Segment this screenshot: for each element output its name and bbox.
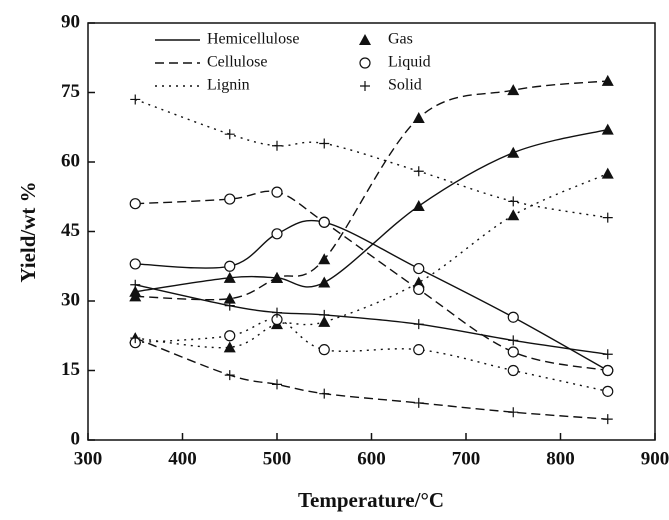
legend-label: Cellulose [207,54,267,71]
y-tick-label: 45 [61,220,80,241]
plus-marker [224,370,235,381]
fit-line [135,284,608,355]
circle-marker [507,311,519,323]
circle-marker [129,198,141,210]
plus-marker [413,319,424,330]
fit-line [135,80,608,301]
triangle-marker [129,290,142,302]
circle-marker [318,344,330,356]
triangle-marker [359,34,371,45]
legend-label: Lignin [207,77,250,94]
plus-marker [130,94,141,105]
triangle-marker [412,200,425,212]
y-tick-label: 30 [61,289,80,310]
fit-line [135,172,609,349]
circle-marker [602,364,614,377]
x-tick-label: 500 [263,448,292,469]
x-tick-label: 300 [74,448,103,469]
plus-marker [130,279,141,290]
triangle-marker [223,341,236,353]
legend-label: Gas [388,31,413,48]
circle-marker [318,216,330,228]
circle-marker [602,385,614,397]
x-tick-label: 400 [168,448,197,469]
triangle-marker [601,74,614,86]
legend-label: Solid [388,77,422,94]
circle-marker [224,330,236,342]
plus-marker [602,414,613,425]
circle-marker [507,346,519,358]
circle-marker [224,260,236,272]
legend-label: Hemicellulose [207,31,299,48]
fit-line [135,219,609,372]
triangle-marker [318,276,331,288]
plus-marker [508,196,519,207]
triangle-marker [318,315,331,327]
triangle-marker [223,271,236,283]
plus-marker [413,397,424,408]
legend-label: Liquid [388,54,431,71]
triangle-marker [507,146,520,158]
circle-marker [413,283,425,296]
plus-marker [130,333,141,344]
plot-frame [87,22,656,441]
plus-marker [508,407,519,418]
circle-marker [271,186,283,198]
fit-line [134,337,608,420]
x-tick-label: 700 [452,448,481,469]
circle-marker [271,228,283,240]
plus-marker [602,212,613,223]
circle-marker [129,258,141,270]
plus-marker [319,388,330,399]
plus-marker [272,140,282,151]
triangle-marker [507,84,520,96]
plus-marker [413,166,424,177]
y-axis-title: Yield/wt % [16,181,40,282]
plus-marker [272,379,282,390]
plus-marker [319,309,330,320]
plus-marker [360,81,370,91]
y-tick-label: 75 [61,81,80,102]
triangle-marker [507,209,520,221]
x-tick-label: 800 [546,448,575,469]
triangle-marker [223,292,236,304]
y-tick-label: 0 [71,428,81,449]
triangle-marker [601,123,614,135]
plus-marker [224,129,235,140]
plus-marker [319,138,330,149]
y-tick-label: 60 [61,150,80,171]
plus-marker [602,349,613,360]
plus-marker [508,335,519,346]
circle-marker [507,364,519,377]
plus-marker [272,307,282,318]
triangle-marker [271,271,283,283]
triangle-marker [601,167,614,179]
triangle-marker [318,253,331,265]
y-tick-label: 90 [61,11,80,32]
plus-marker [224,300,235,311]
x-tick-label: 900 [641,448,669,469]
circle-marker [413,262,425,275]
y-tick-label: 15 [61,359,80,380]
triangle-marker [412,111,425,123]
circle-marker [359,57,371,69]
circle-marker [413,344,425,356]
x-axis-title: Temperature/°C [298,488,444,512]
x-tick-label: 600 [357,448,386,469]
circle-marker [224,193,236,205]
